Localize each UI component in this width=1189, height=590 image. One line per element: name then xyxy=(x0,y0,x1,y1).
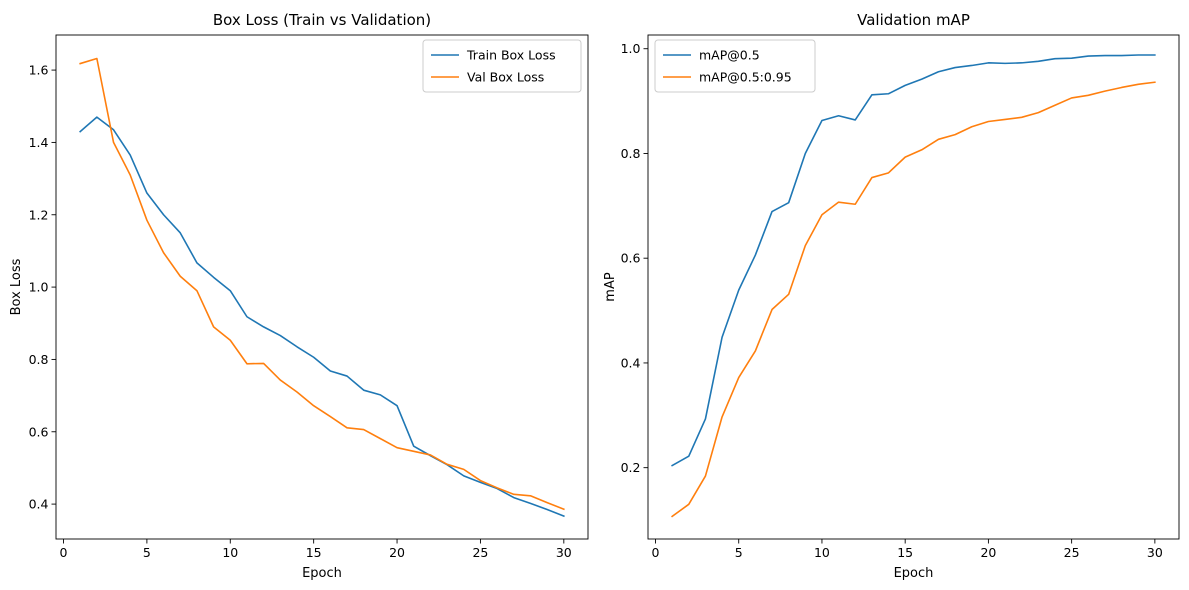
y-tick-label: 1.0 xyxy=(29,280,49,295)
legend-label-2: Val Box Loss xyxy=(467,70,544,85)
x-tick-label: 30 xyxy=(1147,545,1163,560)
x-tick-label: 5 xyxy=(735,545,743,560)
series-line-2 xyxy=(79,57,565,511)
y-tick-label: 1.0 xyxy=(621,41,641,56)
y-tick-label: 0.8 xyxy=(29,352,49,367)
x-tick-label: 5 xyxy=(143,545,151,560)
legend-box xyxy=(654,39,816,93)
series-line-2 xyxy=(671,81,1156,518)
y-tick-label: 1.2 xyxy=(29,207,49,222)
chart-title: Validation mAP xyxy=(857,11,970,29)
x-tick-label: 25 xyxy=(472,545,488,560)
y-tick-label: 0.4 xyxy=(29,497,49,512)
y-tick-label: 0.8 xyxy=(621,146,641,161)
y-tick-label: 0.6 xyxy=(621,251,641,266)
axes-frame xyxy=(55,34,589,540)
chart-title: Box Loss (Train vs Validation) xyxy=(213,11,431,29)
legend: mAP@0.5 mAP@0.5:0.95 xyxy=(654,39,816,93)
legend-box xyxy=(422,39,582,93)
y-tick-label: 1.6 xyxy=(29,63,49,78)
chart-panel-2: 0 5 10 15 20 25 30 0.2 0.4 0.6 0.8 1.0 Validation mA… xyxy=(603,11,1180,581)
x-tick-label: 20 xyxy=(389,545,405,560)
y-tick-label: 0.2 xyxy=(621,460,641,475)
y-tick-label: 0.6 xyxy=(29,424,49,439)
x-axis-label: Epoch xyxy=(894,566,934,581)
x-tick-label: 10 xyxy=(222,545,238,560)
y-axis-label: mAP xyxy=(603,272,618,302)
x-tick-label: 25 xyxy=(1064,545,1080,560)
x-tick-label: 15 xyxy=(897,545,913,560)
legend: Train Box Loss Val Box Loss xyxy=(422,39,582,93)
y-axis-label: Box Loss xyxy=(9,258,24,315)
legend-label-2: mAP@0.5:0.95 xyxy=(699,70,792,85)
x-tick-label: 10 xyxy=(814,545,830,560)
series-line-1 xyxy=(79,116,565,518)
x-tick-label: 30 xyxy=(556,545,572,560)
x-axis-label: Epoch xyxy=(302,566,342,581)
legend-label-1: mAP@0.5 xyxy=(699,48,760,63)
y-tick-label: 0.4 xyxy=(621,355,641,370)
x-tick-label: 0 xyxy=(652,545,660,560)
x-tick-label: 15 xyxy=(306,545,322,560)
series-line-1 xyxy=(671,54,1156,467)
legend-label-1: Train Box Loss xyxy=(466,48,556,63)
x-tick-label: 0 xyxy=(60,545,68,560)
y-tick-label: 1.4 xyxy=(29,135,49,150)
axes-frame xyxy=(647,34,1180,540)
x-tick-label: 20 xyxy=(980,545,996,560)
chart-panel-1: 0 5 10 15 20 25 30 0.4 0.6 0.8 1.0 1.2 1.4 1.6 Box Los… xyxy=(9,11,589,581)
